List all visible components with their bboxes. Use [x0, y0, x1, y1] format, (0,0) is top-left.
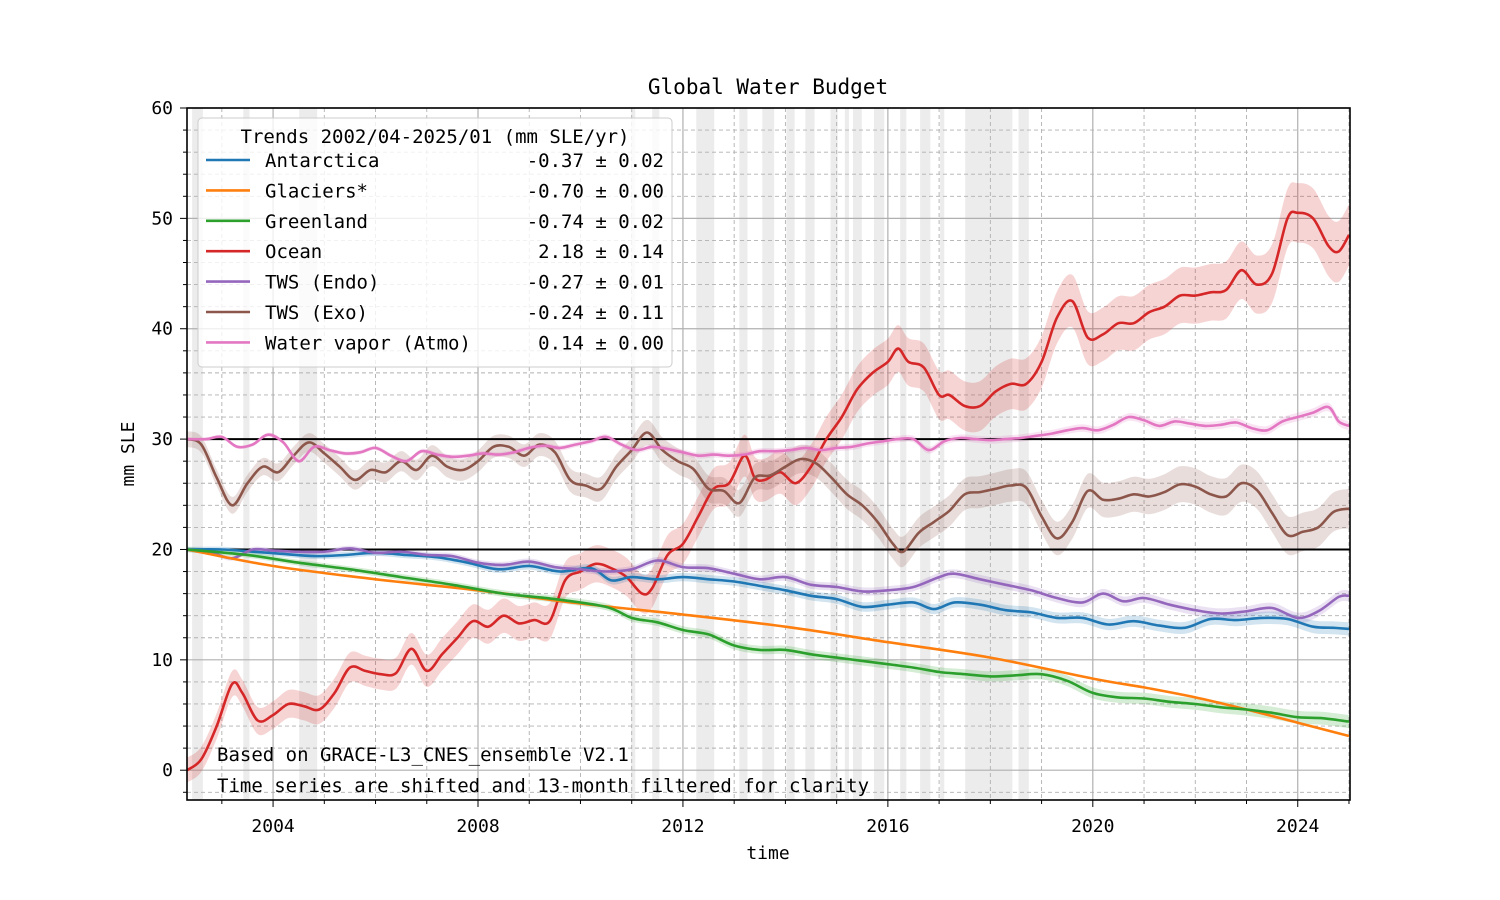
uncertainty-band-antarctica [187, 546, 1349, 636]
series-line-water-vapor-atmo [186, 405, 1350, 463]
series-line-greenland [186, 548, 1350, 723]
legend-entry: Greenland -0.74 ± 0.02 [206, 211, 664, 233]
legend-label: TWS (Exo) [265, 302, 368, 324]
legend-trend-value: -0.37 ± 0.02 [527, 150, 664, 172]
series-line-tws-exo [186, 431, 1350, 554]
data-gap-band [920, 108, 931, 800]
y-tick-label: 50 [151, 208, 173, 229]
data-gap-band [1018, 108, 1029, 800]
x-tick-label: 2004 [251, 816, 294, 837]
y-tick-label: 30 [151, 429, 173, 450]
data-gap-band [696, 108, 715, 800]
data-gap-band [192, 108, 203, 800]
legend-label: Water vapor (Atmo) [265, 332, 471, 354]
data-gap-band [805, 108, 815, 800]
legend-frame [197, 117, 673, 368]
legend-trend-value: -0.74 ± 0.02 [527, 211, 664, 233]
chart-title: Global Water Budget [648, 75, 888, 99]
annotation-source: Based on GRACE-L3_CNES_ensemble V2.1 [217, 744, 629, 766]
data-gap-band [652, 108, 660, 800]
data-gap-band [965, 108, 1013, 800]
legend-label: TWS (Endo) [265, 272, 379, 294]
x-tick-label: 2008 [456, 816, 499, 837]
x-tick-label: 2016 [866, 816, 909, 837]
legend-entry: Ocean 2.18 ± 0.14 [206, 241, 664, 263]
data-gap-band [874, 108, 885, 800]
data-gap-band [940, 108, 945, 800]
legend-entry: Water vapor (Atmo) 0.14 ± 0.00 [206, 332, 664, 354]
series-line-glaciers [186, 548, 1350, 738]
legend-trend-value: 2.18 ± 0.14 [538, 241, 664, 263]
series-line-antarctica [186, 548, 1350, 631]
legend-trend-value: -0.24 ± 0.11 [527, 302, 664, 324]
data-gap-band [844, 108, 849, 800]
data-gap-band [786, 108, 795, 800]
uncertainty-band-ocean [187, 182, 1349, 783]
x-tick-label: 2012 [661, 816, 704, 837]
legend-label: Glaciers* [265, 180, 368, 202]
x-tick-label: 2024 [1276, 816, 1319, 837]
y-axis-label: mm SLE [118, 421, 139, 486]
legend-trend-value: -0.70 ± 0.00 [527, 180, 664, 202]
legend-title: Trends 2002/04-2025/01 (mm SLE/yr) [241, 126, 630, 148]
legend-label: Ocean [265, 241, 322, 263]
uncertainty-band-tws-exo [187, 419, 1349, 568]
annotation-filter-note: Time series are shifted and 13-month fil… [217, 775, 869, 797]
axes-frame [186, 107, 1351, 801]
data-gap-band [830, 108, 838, 800]
data-gap-band [243, 108, 250, 800]
legend-entry: Antarctica -0.37 ± 0.02 [206, 150, 664, 172]
legend-trend-value: -0.27 ± 0.01 [527, 272, 664, 294]
data-gap-band [853, 108, 862, 800]
axes: 2004 2008 2012 2016 2020 2024 0 10 20 30 40 50 60 [151, 98, 1351, 837]
y-tick-label: 20 [151, 539, 173, 560]
x-tick-label: 2020 [1071, 816, 1114, 837]
legend-trend-value: 0.14 ± 0.00 [538, 332, 664, 354]
y-tick-label: 10 [151, 650, 173, 671]
legend: Trends 2002/04-2025/01 (mm SLE/yr) Antar… [197, 117, 673, 368]
y-tick-label: 60 [151, 98, 173, 119]
legend-label: Greenland [265, 211, 368, 233]
legend-entry: TWS (Exo) -0.24 ± 0.11 [206, 302, 664, 324]
legend-entry: Glaciers* -0.70 ± 0.00 [206, 180, 664, 202]
legend-entry: TWS (Endo) -0.27 ± 0.01 [206, 272, 664, 294]
legend-label: Antarctica [265, 150, 379, 172]
series-lines [186, 210, 1351, 772]
y-tick-label: 0 [162, 760, 173, 781]
data-gap-band [900, 108, 907, 800]
series-line-tws-endo [186, 547, 1350, 620]
reference-lines [187, 438, 1350, 551]
uncertainty-band-greenland [187, 546, 1349, 729]
data-gap-band [762, 108, 775, 800]
data-gap-band [631, 108, 636, 800]
x-axis-label: time [746, 843, 789, 864]
y-tick-label: 40 [151, 319, 173, 340]
data-gap-bands [192, 108, 1029, 800]
